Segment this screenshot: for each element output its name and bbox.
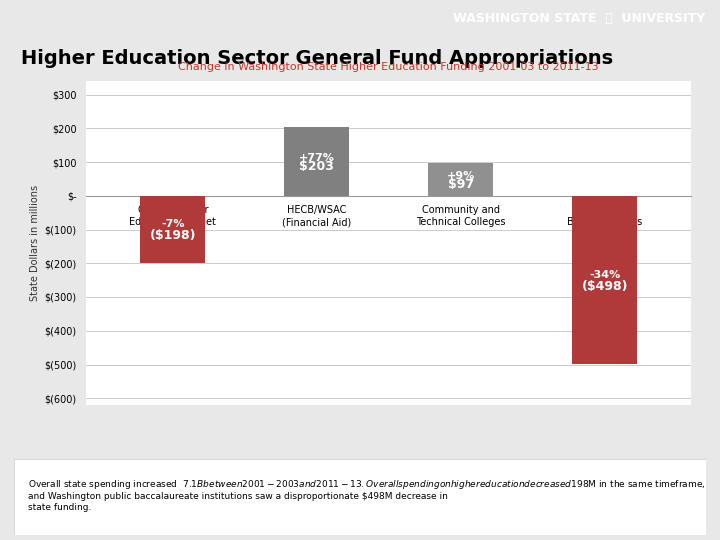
- Text: WASHINGTON STATE  🐾  UNIVERSITY: WASHINGTON STATE 🐾 UNIVERSITY: [454, 12, 706, 25]
- Bar: [572, 195, 637, 364]
- Text: -7%: -7%: [161, 219, 184, 229]
- Text: -34%: -34%: [589, 269, 621, 280]
- Text: $203: $203: [300, 160, 334, 173]
- Text: Source: http://fiscal.wa.gov: Source: http://fiscal.wa.gov: [92, 476, 207, 485]
- Text: +9%: +9%: [446, 171, 475, 181]
- Text: Higher Education Sector General Fund Appropriations: Higher Education Sector General Fund App…: [22, 49, 613, 68]
- Text: ($498): ($498): [582, 280, 628, 293]
- Bar: [284, 127, 349, 195]
- Bar: [140, 195, 205, 262]
- Y-axis label: State Dollars in millions: State Dollars in millions: [30, 185, 40, 301]
- Text: Overall state spending increased  $7.1B between 2001-2003 and 2011-13. Overall s: Overall state spending increased $7.1B b…: [28, 478, 706, 512]
- Title: Change in Washington State Higher Education Funding 2001-03 to 2011-13: Change in Washington State Higher Educat…: [179, 62, 599, 72]
- Bar: [428, 163, 493, 195]
- Text: $97: $97: [448, 178, 474, 191]
- Text: +77%: +77%: [299, 153, 335, 163]
- FancyBboxPatch shape: [14, 459, 706, 535]
- Text: ($198): ($198): [150, 230, 196, 242]
